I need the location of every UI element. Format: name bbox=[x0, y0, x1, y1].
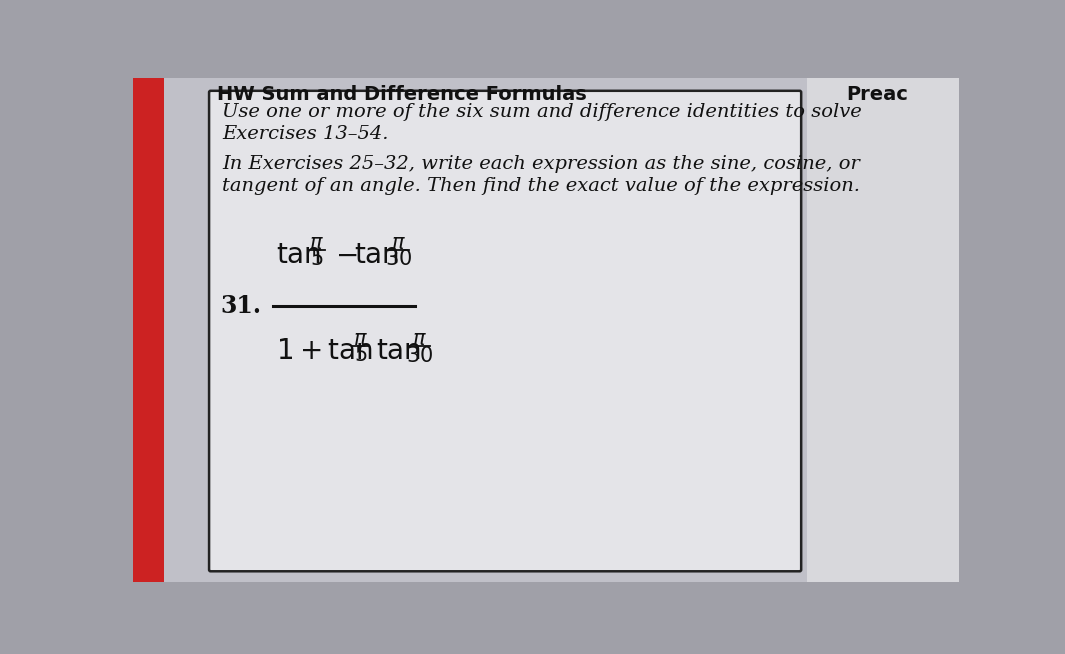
FancyBboxPatch shape bbox=[209, 91, 801, 572]
Text: $\pi$: $\pi$ bbox=[353, 330, 367, 349]
Text: $\mathrm{tan}$: $\mathrm{tan}$ bbox=[354, 242, 399, 269]
Text: $\mathrm{tan}$: $\mathrm{tan}$ bbox=[376, 338, 421, 366]
Text: $\pi$: $\pi$ bbox=[391, 233, 406, 252]
Text: 31.: 31. bbox=[220, 294, 261, 318]
Text: $\pi$: $\pi$ bbox=[309, 233, 324, 252]
Text: $30$: $30$ bbox=[384, 249, 412, 269]
Text: $\mathrm{tan}$: $\mathrm{tan}$ bbox=[277, 242, 322, 269]
Text: $1 + \mathrm{tan}$: $1 + \mathrm{tan}$ bbox=[277, 338, 374, 366]
Bar bbox=[807, 78, 958, 582]
Bar bbox=[164, 78, 823, 582]
Text: Use one or more of the six sum and difference identities to solve: Use one or more of the six sum and diffe… bbox=[223, 103, 862, 121]
Text: $5$: $5$ bbox=[310, 249, 324, 269]
Text: $5$: $5$ bbox=[354, 345, 366, 365]
Text: Exercises 13–54.: Exercises 13–54. bbox=[223, 125, 389, 143]
Text: In Exercises 25–32, write each expression as the sine, cosine, or: In Exercises 25–32, write each expressio… bbox=[223, 156, 861, 173]
Text: $30$: $30$ bbox=[406, 346, 432, 366]
Bar bbox=[133, 78, 176, 582]
Text: tangent of an angle. Then find the exact value of the expression.: tangent of an angle. Then find the exact… bbox=[223, 177, 861, 195]
Text: HW Sum and Difference Formulas: HW Sum and Difference Formulas bbox=[217, 84, 587, 103]
Text: Preac: Preac bbox=[846, 84, 908, 103]
Text: $\pi$: $\pi$ bbox=[412, 330, 426, 349]
Text: $-$: $-$ bbox=[335, 242, 358, 269]
